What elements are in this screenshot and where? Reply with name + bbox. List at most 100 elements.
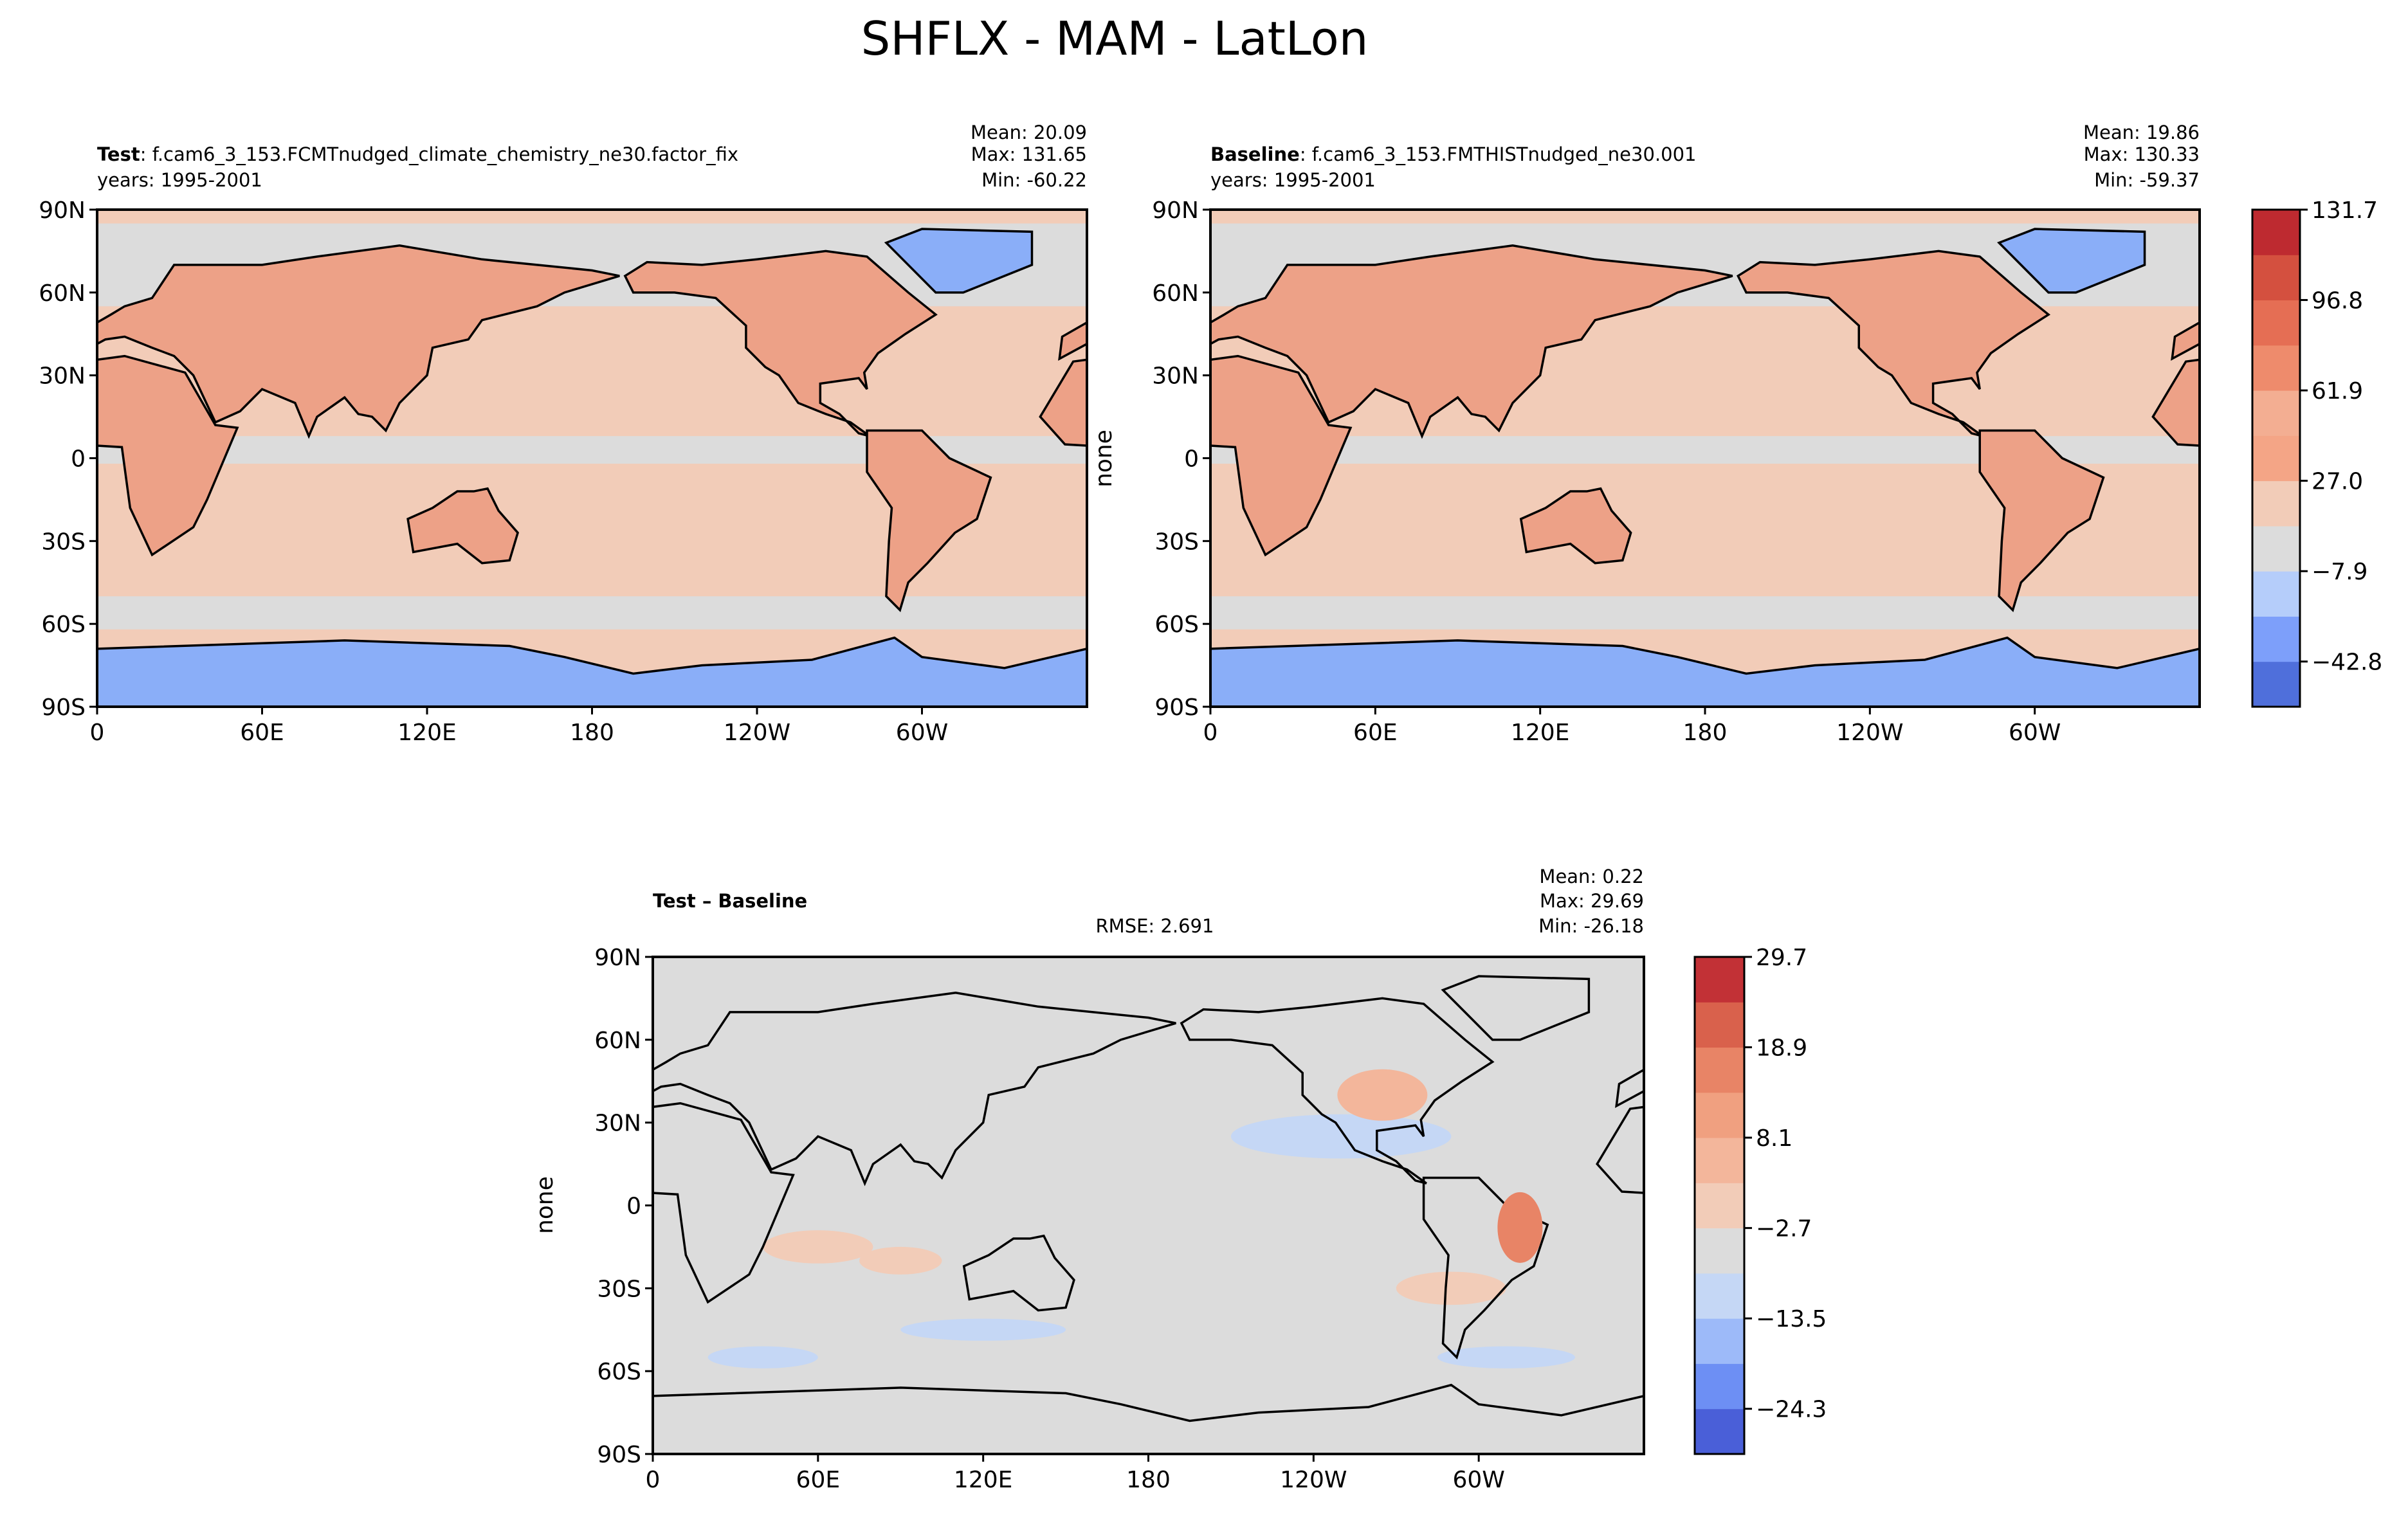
colorbar-segment xyxy=(2252,255,2300,301)
panel-years: years: 1995-2001 xyxy=(1210,169,1376,191)
coastline xyxy=(1736,250,2051,437)
y-tick-label: 30N xyxy=(39,363,86,390)
colorbar-segment xyxy=(2252,345,2300,391)
colorbar-tick-label: −13.5 xyxy=(1756,1306,1827,1332)
x-tick-label: 60E xyxy=(796,1467,841,1493)
colorbar-segment xyxy=(1695,1228,1744,1274)
colorbar-segment xyxy=(1695,1273,1744,1319)
colorbar-tick-label: 96.8 xyxy=(2312,288,2363,314)
colorbar-tick-label: 61.9 xyxy=(2312,378,2363,404)
x-tick-label: 60W xyxy=(1452,1467,1504,1493)
map xyxy=(1210,210,2200,707)
coastline xyxy=(97,244,620,439)
coastline xyxy=(1180,997,1495,1185)
y-tick-label: 60N xyxy=(1152,280,1199,307)
panel-name: Test xyxy=(97,143,140,165)
colorbar-segment xyxy=(2252,661,2300,707)
coastline xyxy=(1441,975,1591,1041)
coastline xyxy=(2151,358,2200,447)
y-tick-label: 60S xyxy=(597,1359,641,1385)
anomaly xyxy=(1497,1192,1543,1263)
anomaly xyxy=(763,1230,873,1264)
y-tick-label: 30S xyxy=(1154,529,1199,555)
x-tick-label: 120W xyxy=(724,720,790,746)
panel-name: Baseline xyxy=(1210,143,1300,165)
colorbar-segment xyxy=(1695,1047,1744,1093)
colorbar-segment xyxy=(2252,435,2300,482)
y-tick-label: 30S xyxy=(597,1276,641,1302)
colorbar-tick-label: 29.7 xyxy=(1756,945,1807,971)
colorbar-tick-label: 27.0 xyxy=(2312,469,2363,495)
colorbar-segment xyxy=(1695,1002,1744,1048)
band xyxy=(97,596,1087,630)
coastline xyxy=(2171,321,2200,361)
coastline xyxy=(866,429,992,613)
coastline xyxy=(1058,321,1087,361)
x-tick-label: 0 xyxy=(646,1467,661,1493)
panel-stat: Max: 130.33 xyxy=(2084,143,2200,165)
coastline xyxy=(1039,358,1087,447)
x-tick-label: 120E xyxy=(954,1467,1012,1493)
colorbar-segment xyxy=(2252,210,2300,255)
y-tick-label: 90N xyxy=(1152,197,1199,224)
y-tick-label: 0 xyxy=(1184,446,1199,473)
y-tick-label: 0 xyxy=(626,1194,641,1220)
map xyxy=(653,957,2408,1454)
x-tick-label: 120W xyxy=(1280,1467,1347,1493)
panel-name: Test – Baseline xyxy=(653,890,807,912)
coastline xyxy=(2173,998,2408,1183)
y-tick-label: 60S xyxy=(41,612,86,638)
y-tick-label: 30S xyxy=(41,529,86,555)
colorbar-segment xyxy=(2252,571,2300,617)
x-tick-label: 180 xyxy=(570,720,614,746)
x-tick-label: 180 xyxy=(1683,720,1728,746)
x-tick-label: 120E xyxy=(1511,720,1569,746)
coastline xyxy=(653,992,1176,1186)
colorbar-segment xyxy=(2252,480,2300,527)
panel-years: years: 1995-2001 xyxy=(97,169,262,191)
x-tick-label: 60E xyxy=(1353,720,1398,746)
colorbar-segment xyxy=(2252,616,2300,662)
colorbar-tick-label: −7.9 xyxy=(2312,559,2367,585)
colorbar-segment xyxy=(1695,1363,1744,1410)
coastline xyxy=(653,1102,795,1304)
y-tick-label: 90S xyxy=(597,1442,641,1468)
y-tick-label: 60N xyxy=(594,1028,641,1054)
y-axis-label: none xyxy=(1091,430,1117,487)
coastline xyxy=(1955,1236,2065,1311)
band xyxy=(1210,596,2200,630)
colorbar-tick-label: −24.3 xyxy=(1756,1397,1827,1423)
panel-stat: Min: -59.37 xyxy=(2094,169,2200,191)
figure-title: SHFLX - MAM - LatLon xyxy=(861,12,1369,66)
colorbar-segment xyxy=(2252,300,2300,346)
colorbar-segment xyxy=(2252,525,2300,572)
colorbar-segment xyxy=(1695,1183,1744,1229)
coastline xyxy=(97,636,1087,707)
panel-heading: Test: f.cam6_3_153.FCMTnudged_climate_ch… xyxy=(97,143,738,165)
panel-stat: Max: 131.65 xyxy=(971,143,1087,165)
x-tick-label: 60W xyxy=(2009,720,2061,746)
y-tick-label: 90N xyxy=(39,197,86,224)
panel-rmse: RMSE: 2.691 xyxy=(1096,915,1214,937)
y-tick-label: 90S xyxy=(1154,695,1199,721)
panel-stat: Mean: 0.22 xyxy=(1539,866,1644,887)
map xyxy=(97,210,1087,707)
anomaly xyxy=(859,1246,942,1275)
colorbar-segment xyxy=(2252,390,2300,436)
colorbar-frame xyxy=(2251,208,2301,708)
colorbar-frame xyxy=(1693,956,1746,1455)
colorbar-tick-label: 8.1 xyxy=(1756,1125,1792,1152)
anomaly xyxy=(707,1346,818,1368)
coastline xyxy=(1978,429,2105,613)
colorbar-segment xyxy=(1695,1408,1744,1455)
colorbar-segment xyxy=(1695,1092,1744,1138)
panel-heading: Baseline: f.cam6_3_153.FMTHISTnudged_ne3… xyxy=(1210,143,1696,165)
panel-stat: Max: 29.69 xyxy=(1540,890,1644,912)
x-tick-label: 0 xyxy=(1203,720,1218,746)
colorbar-segment xyxy=(1695,957,1744,1003)
coastline xyxy=(406,487,520,565)
panel-stat: Min: -60.22 xyxy=(981,169,1087,191)
map-background xyxy=(653,957,1644,1454)
x-tick-label: 60E xyxy=(240,720,284,746)
coastline xyxy=(1519,487,1632,565)
